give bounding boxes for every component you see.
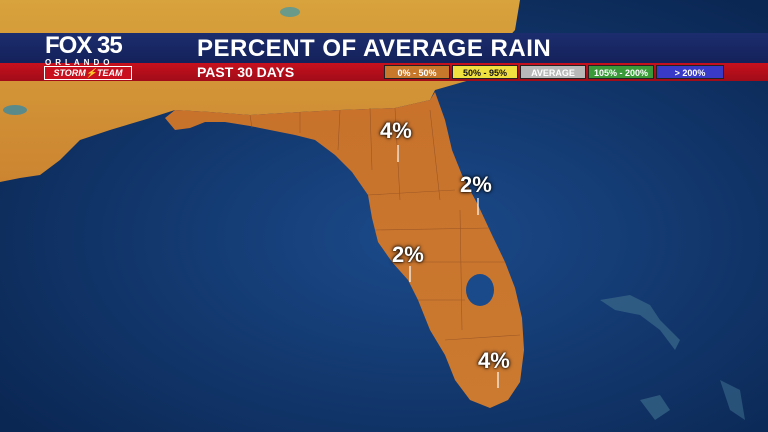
rain-label-north-central: 4%: [380, 118, 412, 143]
small-lake: [280, 7, 300, 17]
page-title: PERCENT OF AVERAGE RAIN: [197, 35, 552, 62]
page-subtitle: PAST 30 DAYS: [197, 64, 295, 80]
bahamas: [720, 380, 745, 420]
florida-peninsula: [165, 92, 524, 408]
fox35-logo: FOX 35 ORLANDO STORM⚡TEAM: [41, 32, 133, 81]
rain-label-south-florida: 4%: [478, 348, 510, 373]
bahamas: [600, 295, 680, 350]
lake-okeechobee: [466, 274, 494, 306]
small-lake: [3, 105, 27, 115]
rain-label-east-coast: 2%: [460, 172, 492, 197]
header-banner: [0, 33, 768, 63]
logo-city: ORLANDO: [45, 58, 114, 67]
legend-item-over-200: > 200%: [656, 65, 724, 79]
bahamas: [640, 395, 670, 420]
legend-item-50-95: 50% - 95%: [452, 65, 518, 79]
logo-main: FOX 35: [45, 32, 123, 59]
rain-label-tampa-bay: 2%: [392, 242, 424, 267]
logo-team: STORM⚡TEAM: [44, 66, 132, 80]
legend-item-average: AVERAGE: [520, 65, 586, 79]
legend-item-105-200: 105% - 200%: [588, 65, 654, 79]
legend-item-0-50: 0% - 50%: [384, 65, 450, 79]
